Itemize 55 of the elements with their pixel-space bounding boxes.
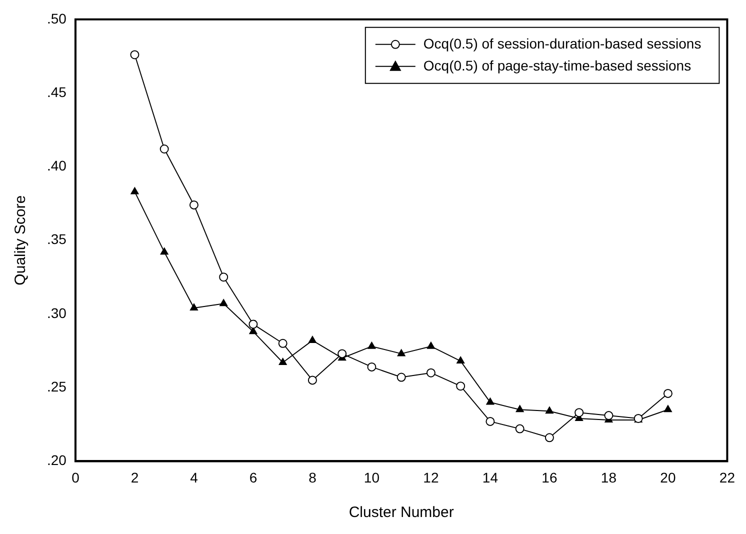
x-tick-label: 8 <box>308 469 317 486</box>
point <box>278 338 288 348</box>
y-tick-label: .50 <box>46 10 67 26</box>
point <box>308 376 317 385</box>
point <box>427 342 435 349</box>
x-tick-label: 6 <box>249 469 258 486</box>
x-tick-label: 16 <box>542 469 558 486</box>
point <box>130 187 139 194</box>
point <box>663 388 672 398</box>
y-tick-label: .25 <box>46 378 67 394</box>
point <box>604 411 614 420</box>
point <box>160 144 169 154</box>
point <box>426 368 436 378</box>
point <box>486 398 494 405</box>
point <box>664 405 672 412</box>
y-tick-label: .35 <box>46 231 67 248</box>
x-tick-label: 20 <box>660 469 676 486</box>
x-tick-label: 2 <box>130 469 139 486</box>
y-tick-label: .40 <box>46 158 67 174</box>
point <box>515 424 524 434</box>
point <box>190 304 198 311</box>
point <box>397 349 406 356</box>
x-tick-label: 4 <box>190 469 198 486</box>
point <box>456 356 465 364</box>
y-tick-label: .30 <box>46 304 67 321</box>
x-axis-title: Cluster Number <box>348 504 454 522</box>
legend-label: Ocq(0.5) of page-stay-time-based sessions <box>423 57 692 74</box>
point <box>220 299 228 306</box>
point <box>544 433 554 442</box>
x-tick-label: 18 <box>600 469 617 486</box>
point <box>308 336 316 343</box>
point <box>189 200 198 210</box>
x-tick-label: 0 <box>72 469 80 486</box>
point <box>338 349 347 358</box>
x-tick-label: 14 <box>482 469 498 486</box>
point <box>160 248 168 255</box>
point <box>367 362 376 372</box>
point <box>219 272 228 282</box>
x-tick-label: 12 <box>423 469 439 486</box>
y-tick-label: .20 <box>46 452 67 468</box>
point <box>456 382 466 391</box>
point <box>486 416 495 426</box>
point <box>574 408 584 418</box>
y-tick-label: .45 <box>46 84 67 100</box>
legend-label: Ocq(0.5) of session-duration-based sessions <box>423 35 702 52</box>
point <box>546 406 554 414</box>
y-axis-title: Quality Score <box>12 195 30 286</box>
point <box>396 372 406 382</box>
point <box>368 342 376 349</box>
point <box>516 405 524 412</box>
point <box>248 320 258 329</box>
point <box>278 358 287 366</box>
x-tick-label: 22 <box>719 469 736 486</box>
point <box>130 50 140 60</box>
x-tick-label: 10 <box>364 469 380 486</box>
